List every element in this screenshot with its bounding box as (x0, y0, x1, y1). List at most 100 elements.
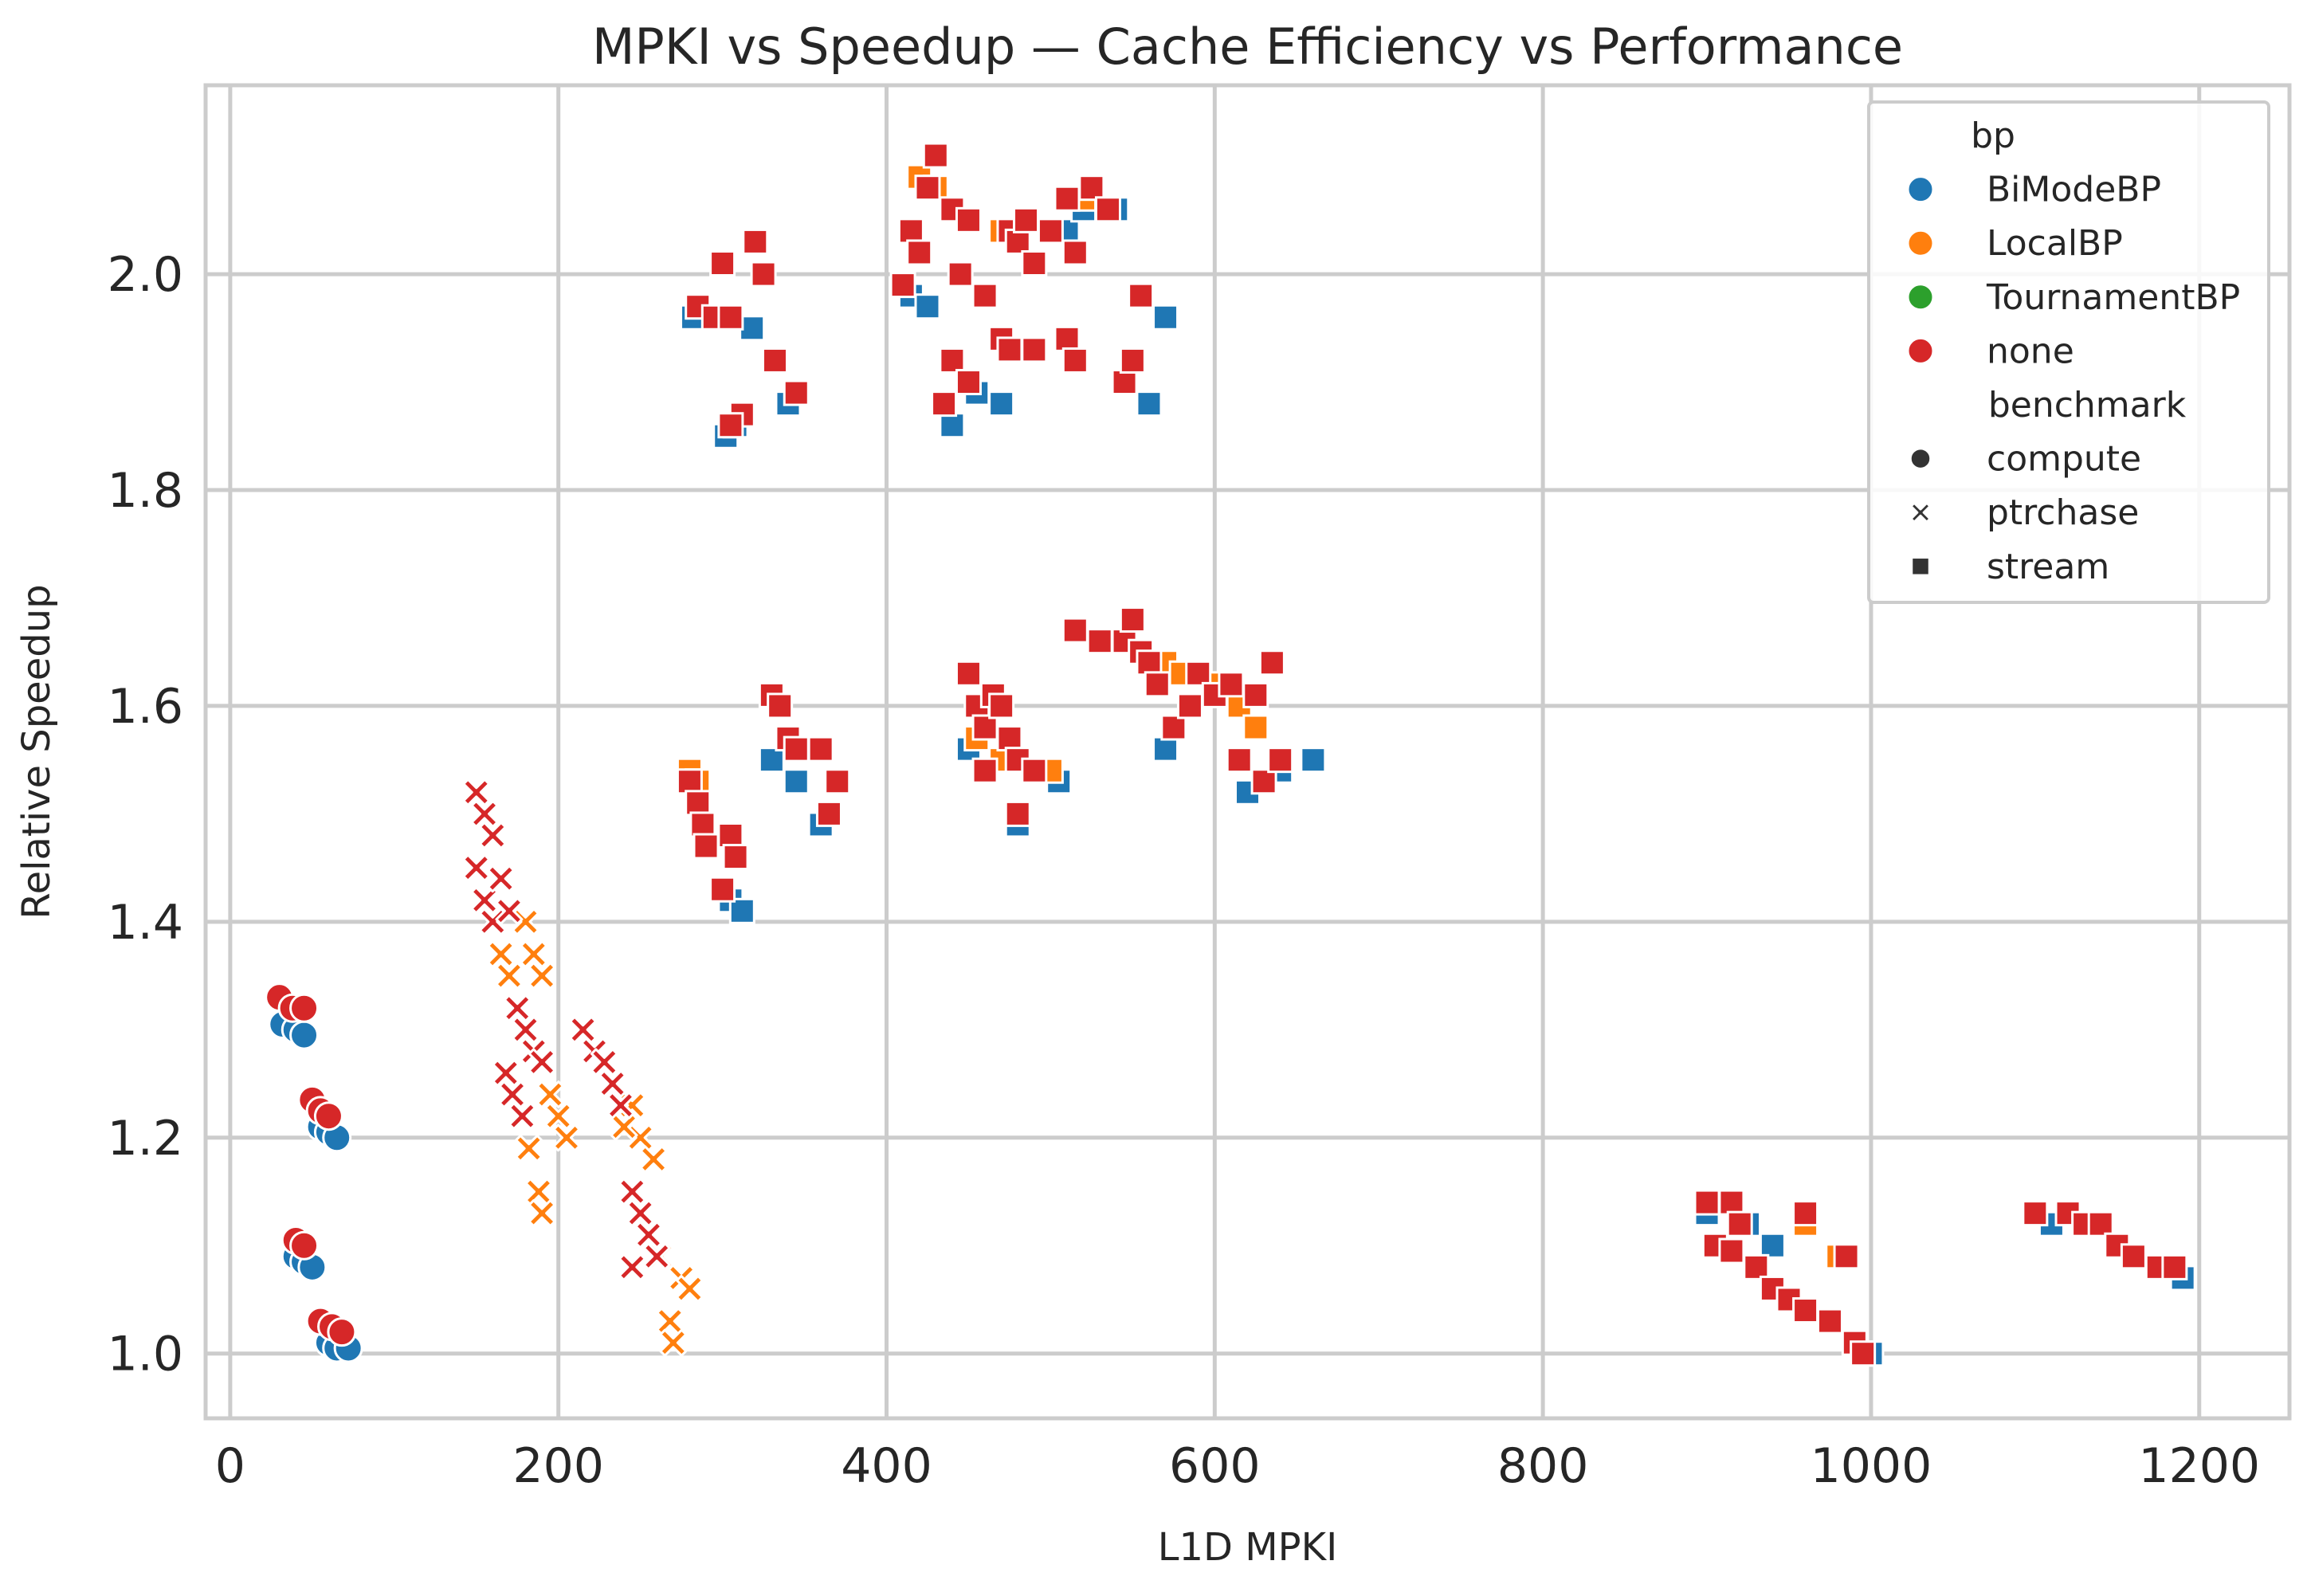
legend-bp-entries: BiModeBP LocalBP TournamentBP none (1906, 170, 2240, 371)
data-point (289, 1020, 320, 1050)
data-point (498, 1080, 527, 1109)
data-point (520, 939, 548, 968)
data-point (508, 1102, 536, 1131)
data-point (528, 1199, 556, 1228)
data-point (1136, 649, 1163, 676)
data-point (1021, 336, 1048, 363)
data-point (1021, 757, 1048, 784)
legend-entry-label: ptrchase (1987, 492, 2139, 533)
data-point (1144, 671, 1171, 698)
data-point (659, 1328, 688, 1357)
data-point (626, 1199, 655, 1228)
y-tick-label: 1.4 (108, 895, 183, 951)
y-tick-label: 2.0 (108, 247, 183, 303)
data-point (528, 962, 556, 990)
data-point (742, 228, 769, 255)
data-point (1218, 671, 1245, 698)
data-point (639, 1145, 668, 1174)
data-point (515, 1134, 543, 1163)
legend-entry-label: BiModeBP (1987, 170, 2161, 210)
data-point (289, 1230, 320, 1261)
data-point (783, 379, 810, 406)
x-tick-label: 1000 (1811, 1438, 1932, 1494)
data-point (1128, 282, 1155, 309)
data-point (955, 660, 982, 687)
data-point (717, 304, 744, 331)
legend-marker (1906, 175, 1935, 204)
x-axis-label: L1D MPKI (1158, 1525, 1338, 1570)
x-tick-label: 200 (512, 1438, 604, 1494)
data-point (906, 239, 933, 266)
legend-marker (1906, 336, 1935, 365)
data-point (1816, 1308, 1843, 1335)
y-tick-label: 1.2 (108, 1111, 183, 1167)
data-point (728, 897, 755, 924)
data-point (996, 336, 1023, 363)
data-point (1152, 304, 1179, 331)
data-point (1136, 390, 1163, 418)
data-point (1037, 218, 1064, 245)
legend-marker (1906, 283, 1935, 312)
data-point (2087, 1210, 2114, 1237)
chart-title: MPKI vs Speedup — Cache Efficiency vs Pe… (592, 18, 1903, 76)
data-point (590, 1048, 618, 1076)
legend-marker (1909, 501, 1932, 524)
data-point (1094, 196, 1121, 223)
data-point (606, 1091, 635, 1120)
data-point (897, 218, 924, 245)
legend-box (1867, 100, 2270, 604)
data-point (676, 768, 703, 795)
data-point (988, 390, 1015, 418)
data-point (544, 1102, 573, 1131)
legend-entry-label: compute (1987, 439, 2141, 480)
data-point (618, 1253, 646, 1281)
data-point (685, 790, 712, 817)
data-point (487, 865, 516, 893)
data-point (996, 725, 1023, 752)
data-point (783, 735, 810, 763)
data-point (914, 293, 941, 320)
data-points (265, 142, 2196, 1367)
data-point (289, 993, 320, 1023)
data-point (761, 347, 788, 374)
y-tick-label: 1.8 (108, 463, 183, 519)
x-axis-ticks: 0 200 400 600 800 1000 1200 (215, 1438, 2260, 1494)
data-point (1152, 735, 1179, 763)
data-point (2022, 1200, 2049, 1227)
y-tick-label: 1.0 (108, 1327, 183, 1382)
data-point (524, 1178, 553, 1206)
x-tick-label: 1200 (2138, 1438, 2260, 1494)
legend-entry-label: LocalBP (1987, 223, 2123, 264)
data-point (1086, 628, 1113, 655)
data-point (889, 272, 916, 299)
data-point (2161, 1253, 2188, 1280)
data-point (750, 261, 777, 288)
y-axis-label: Relative Speedup (14, 584, 59, 919)
data-point (1185, 660, 1212, 687)
data-point (1833, 1243, 1860, 1270)
data-point (971, 282, 999, 309)
data-point (1226, 747, 1253, 774)
data-point (512, 1015, 540, 1044)
legend-marker (1910, 556, 1931, 577)
data-point (1078, 175, 1105, 202)
data-point (692, 833, 720, 860)
data-point (1061, 617, 1089, 644)
legend-benchmark-entries: compute ptrchase stream (1909, 439, 2141, 587)
data-point (634, 1221, 663, 1249)
data-point (462, 778, 491, 806)
data-point (1160, 714, 1187, 741)
legend-entry-label: none (1987, 331, 2074, 371)
data-point (487, 939, 516, 968)
data-point (955, 369, 982, 396)
data-point (758, 747, 785, 774)
data-point (2120, 1243, 2147, 1270)
data-point (1267, 747, 1294, 774)
data-point (717, 822, 744, 849)
data-point (656, 1307, 685, 1335)
data-point (1111, 369, 1138, 396)
data-point (618, 1178, 646, 1206)
data-point (470, 886, 499, 915)
data-point (1258, 649, 1285, 676)
